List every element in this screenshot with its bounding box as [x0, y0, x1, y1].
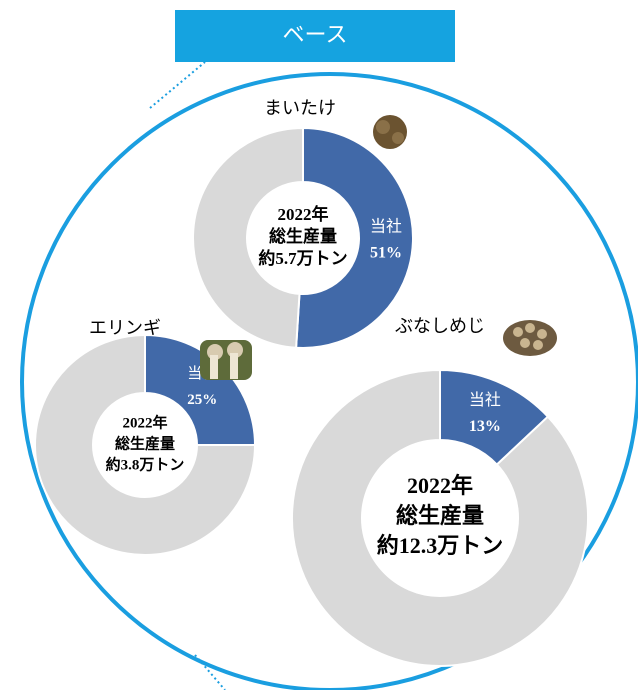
header-bar: [175, 10, 455, 62]
center-text: 2022年: [278, 204, 329, 224]
slice-value-label: 25%: [187, 392, 217, 408]
center-text: 総生産量: [396, 503, 484, 528]
mushroom-icon: [200, 340, 252, 380]
donut-slice: [295, 126, 414, 349]
slice-label: 当社: [469, 391, 501, 409]
slice-label: 当社: [370, 217, 402, 235]
slice-value-label: 13%: [469, 418, 501, 435]
center-text: 約5.7万トン: [258, 248, 347, 268]
mushroom-icon: [503, 320, 557, 356]
dotted-line: [149, 61, 206, 109]
dotted-line: [194, 654, 226, 690]
mushroom-icon: [373, 115, 407, 149]
center-text: 総生産量: [115, 434, 175, 452]
chart-title: エリンギ: [89, 318, 161, 338]
donut-slice: [291, 368, 589, 667]
header-title: ベース: [283, 22, 348, 47]
center-text: 2022年: [122, 413, 167, 431]
center-text: 約3.8万トン: [106, 455, 185, 473]
donut-slice: [34, 333, 257, 556]
center-text: 総生産量: [269, 226, 337, 246]
chart-title: ぶなしめじ: [395, 316, 485, 336]
donut-slice: [144, 333, 257, 446]
chart-title: まいたけ: [264, 98, 336, 118]
center-text: 2022年: [407, 473, 473, 498]
outer-ring: [20, 72, 638, 690]
donut-slice: [192, 126, 304, 349]
slice-value-label: 51%: [370, 244, 402, 261]
center-text: 約12.3万トン: [377, 533, 504, 558]
